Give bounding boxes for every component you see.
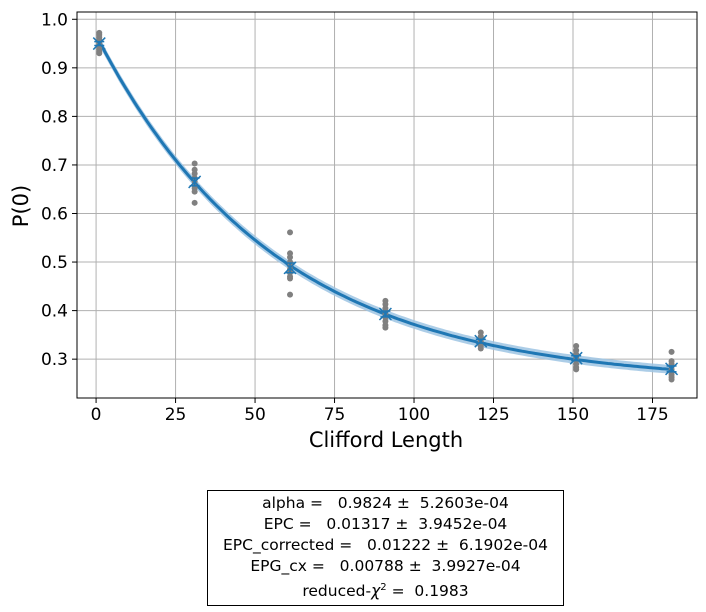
fit-results-box: alpha = 0.9824 ± 5.2603e-04 EPC = 0.0131… <box>207 490 564 606</box>
data-point <box>287 291 294 298</box>
data-point <box>382 324 389 331</box>
data-points <box>96 29 675 383</box>
x-tick-label: 125 <box>477 405 509 425</box>
mean-marker <box>569 351 583 365</box>
y-tick-label: 0.4 <box>41 302 68 322</box>
data-point <box>668 376 675 383</box>
x-tick-label: 150 <box>557 405 589 425</box>
epc-corrected-result: EPC_corrected = 0.01222 ± 6.1902e-04 <box>222 536 548 555</box>
x-tick-label: 50 <box>244 405 266 425</box>
chi-superscript: 2 <box>380 582 387 594</box>
mean-marker <box>378 307 392 321</box>
x-tick-label: 100 <box>398 405 430 425</box>
data-point <box>191 188 198 195</box>
mean-error-bars <box>92 37 679 376</box>
data-point <box>287 254 294 261</box>
x-axis-ticks: 0 25 50 75 100 125 150 175 <box>91 398 669 425</box>
plot-frame <box>76 11 698 399</box>
y-axis-ticks: 0.3 0.4 0.5 0.6 0.7 0.8 0.9 1.0 <box>41 10 77 370</box>
epc-result: EPC = 0.01317 ± 3.9452e-04 <box>263 515 508 534</box>
x-axis-label: Clifford Length <box>309 428 463 452</box>
y-tick-label: 0.9 <box>41 59 68 79</box>
confidence-band-area <box>99 36 672 374</box>
data-point <box>191 170 198 177</box>
y-tick-label: 0.6 <box>41 204 68 224</box>
data-point <box>287 275 294 282</box>
rb-decay-chart: 0 25 50 75 100 125 150 175 0.30.40.50.60.70.80.… <box>9 10 698 452</box>
grid-lines <box>77 12 697 398</box>
fit-confidence-band <box>99 36 672 374</box>
y-tick-label: 0.5 <box>41 253 68 273</box>
x-tick-label: 25 <box>165 405 187 425</box>
y-tick-label: 0.3 <box>41 350 68 370</box>
x-tick-label: 175 <box>636 405 668 425</box>
data-point <box>287 229 294 236</box>
mean-marker <box>188 175 202 189</box>
mean-marker <box>92 37 106 51</box>
data-point <box>668 348 675 355</box>
data-point <box>96 50 103 57</box>
y-tick-label: 0.8 <box>41 107 68 127</box>
data-point <box>191 199 198 206</box>
data-point <box>573 343 580 350</box>
mean-marker <box>283 261 297 275</box>
data-point <box>191 160 198 167</box>
reduced-chi-squared-result: reduced-χ2 = 0.1983 <box>302 577 468 602</box>
mean-marker <box>474 334 488 348</box>
epg-cx-result: EPG_cx = 0.00788 ± 3.9927e-04 <box>250 557 521 576</box>
y-tick-label: 0.7 <box>41 156 68 176</box>
chi-symbol: χ <box>371 582 381 601</box>
y-axis-label: P(0) <box>9 185 33 227</box>
data-point <box>477 345 484 352</box>
data-point <box>573 366 580 373</box>
chi-prefix: reduced- <box>302 582 372 601</box>
mean-marker <box>665 362 679 376</box>
x-tick-label: 75 <box>324 405 346 425</box>
x-tick-label: 0 <box>91 405 102 425</box>
chi-value: = 0.1983 <box>386 582 469 601</box>
y-tick-label: 1.0 <box>41 10 68 30</box>
alpha-result: alpha = 0.9824 ± 5.2603e-04 <box>262 494 509 513</box>
